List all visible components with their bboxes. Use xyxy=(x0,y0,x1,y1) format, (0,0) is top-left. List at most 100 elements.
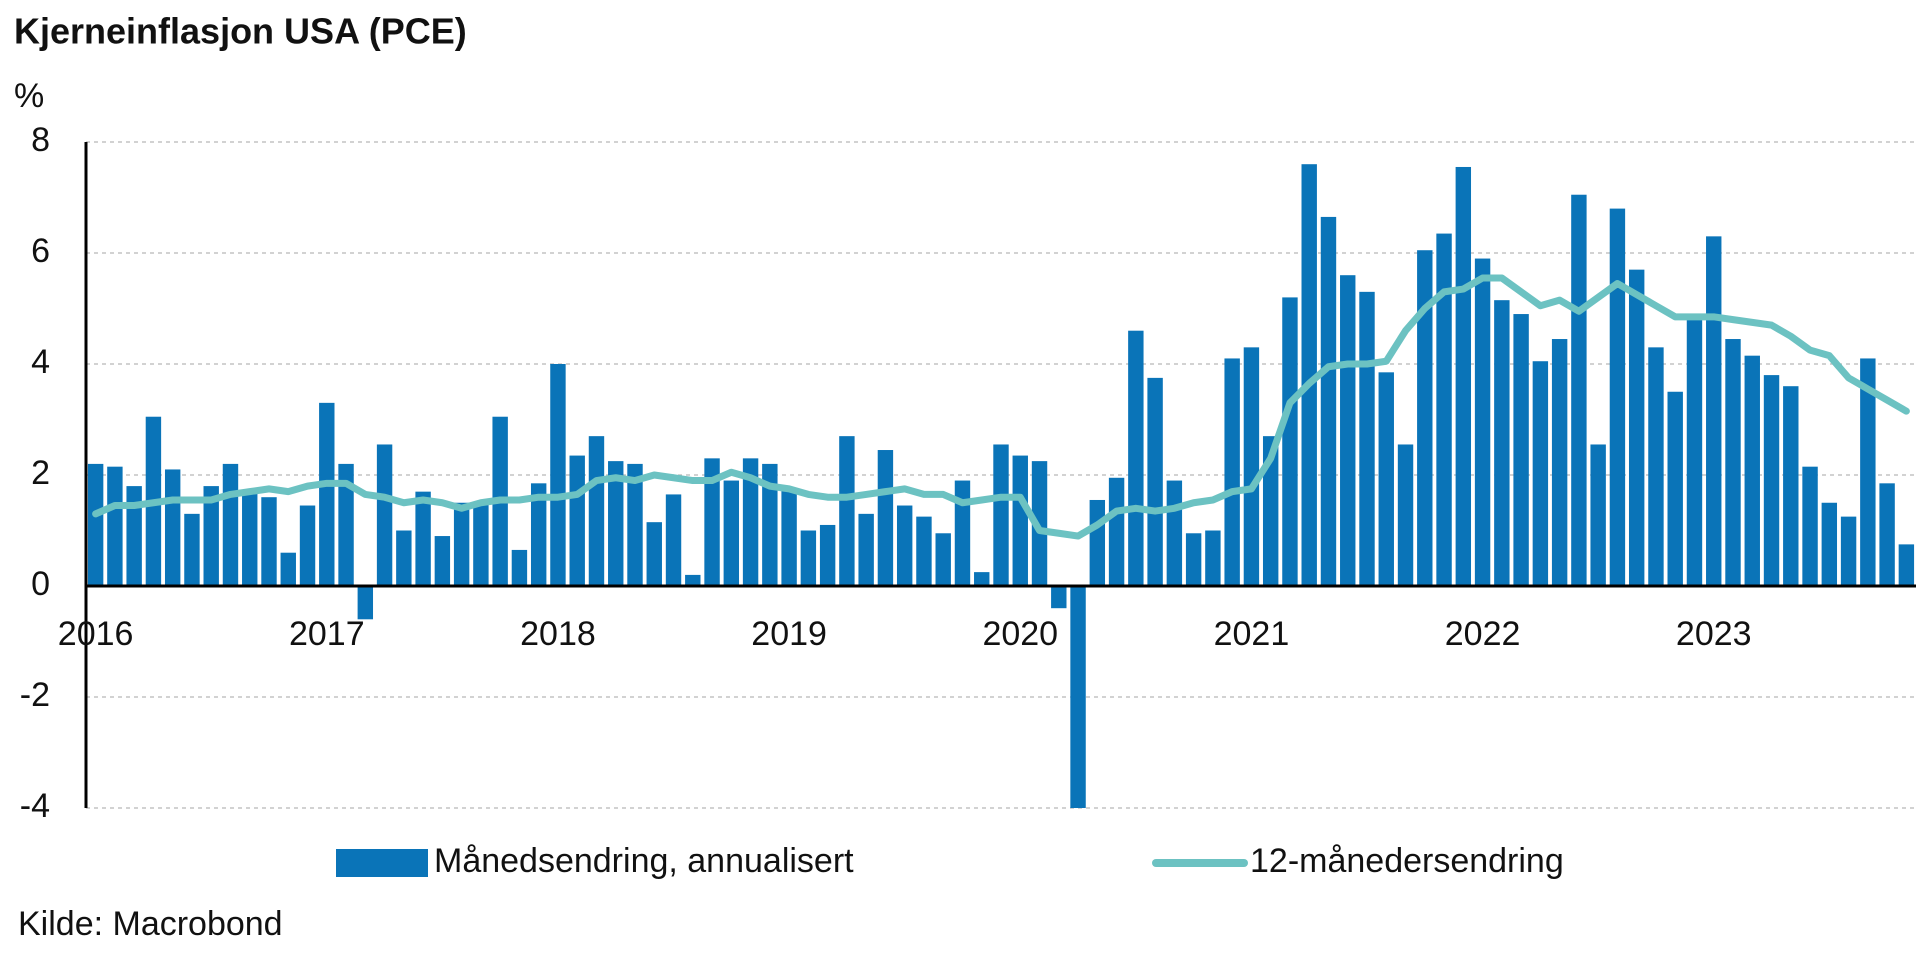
bar xyxy=(1686,319,1703,586)
bar xyxy=(1185,533,1202,586)
bar xyxy=(627,463,643,586)
bar xyxy=(376,444,393,586)
bar xyxy=(762,463,778,586)
bar xyxy=(704,458,720,586)
bar xyxy=(858,513,874,586)
y-tick-label: 6 xyxy=(31,232,50,270)
bar xyxy=(1763,375,1780,586)
line xyxy=(92,274,1910,540)
bar xyxy=(1340,275,1356,586)
bar xyxy=(781,488,797,586)
bar xyxy=(1128,330,1144,586)
bar xyxy=(1070,586,1086,808)
bar xyxy=(1532,361,1549,586)
bar xyxy=(1474,258,1491,586)
bar xyxy=(896,505,913,586)
bar xyxy=(819,524,836,586)
bar xyxy=(665,494,682,586)
bar xyxy=(1262,436,1279,586)
bar xyxy=(646,522,662,586)
bar xyxy=(203,486,219,586)
bar xyxy=(954,480,971,586)
bar xyxy=(453,502,470,586)
y-tick-label: 4 xyxy=(31,343,50,381)
bar xyxy=(1571,194,1587,586)
x-tick-label: 2020 xyxy=(982,615,1058,653)
bar xyxy=(184,513,200,586)
legend-swatch xyxy=(336,849,428,877)
bar xyxy=(357,586,374,620)
bar xyxy=(473,502,489,586)
bar xyxy=(1436,233,1452,586)
bar xyxy=(1513,314,1529,586)
bar xyxy=(396,530,412,586)
bar xyxy=(511,549,528,586)
bar xyxy=(685,574,701,586)
bar xyxy=(588,436,605,586)
y-tick-label: -4 xyxy=(20,787,50,825)
bar xyxy=(1744,355,1760,586)
bar xyxy=(1205,530,1221,586)
bar xyxy=(1860,358,1876,586)
y-tick-label: 2 xyxy=(31,454,50,492)
bar xyxy=(608,461,624,586)
bar xyxy=(723,480,740,586)
y-tick-label: 8 xyxy=(31,121,50,159)
bar xyxy=(1397,444,1414,586)
x-tick-label: 2022 xyxy=(1445,615,1521,653)
bar xyxy=(974,572,990,586)
bar xyxy=(1378,372,1394,586)
bar xyxy=(1551,339,1568,586)
bar xyxy=(800,530,817,586)
bar xyxy=(530,483,547,586)
y-tick-label: -2 xyxy=(20,676,50,714)
bar xyxy=(415,491,431,586)
bar xyxy=(935,533,951,586)
bar xyxy=(280,552,296,586)
y-tick-label: 0 xyxy=(31,565,50,603)
x-tick-label: 2023 xyxy=(1676,615,1752,653)
bar xyxy=(1628,269,1645,586)
bar xyxy=(222,463,239,586)
bar xyxy=(1667,391,1683,586)
bar xyxy=(242,491,258,586)
bar xyxy=(1840,516,1857,586)
bar xyxy=(993,444,1009,586)
bar xyxy=(1051,586,1067,609)
x-tick-label: 2017 xyxy=(289,615,365,653)
source: Kilde: Macrobond xyxy=(18,905,283,943)
bar xyxy=(338,463,354,586)
legend-label: 12-månedersendring xyxy=(1250,842,1564,880)
bar xyxy=(1417,250,1433,586)
bar xyxy=(1301,164,1317,586)
bar xyxy=(1089,499,1106,586)
bar xyxy=(839,436,855,586)
bar xyxy=(299,505,316,586)
bar xyxy=(126,486,142,586)
bar xyxy=(87,463,104,586)
bar xyxy=(1590,444,1606,586)
bar xyxy=(1802,466,1818,586)
x-tick-label: 2019 xyxy=(751,615,827,653)
bar xyxy=(1282,297,1298,586)
x-tick-label: 2021 xyxy=(1214,615,1290,653)
bar xyxy=(1224,358,1240,586)
bar xyxy=(434,536,451,586)
y-axis-label: % xyxy=(14,77,44,115)
bar xyxy=(319,402,335,586)
bar xyxy=(877,450,894,586)
bar xyxy=(1455,166,1472,586)
bar xyxy=(1359,291,1375,586)
bar xyxy=(107,466,123,586)
bar xyxy=(1821,502,1838,586)
bar xyxy=(1166,480,1183,586)
bar xyxy=(1898,544,1915,586)
bar xyxy=(1243,347,1260,586)
legend-label: Månedsendring, annualisert xyxy=(434,842,854,880)
bar xyxy=(1783,386,1799,586)
bar xyxy=(1609,208,1626,586)
bar xyxy=(1725,339,1741,586)
bar xyxy=(261,497,277,586)
bar xyxy=(164,469,181,586)
